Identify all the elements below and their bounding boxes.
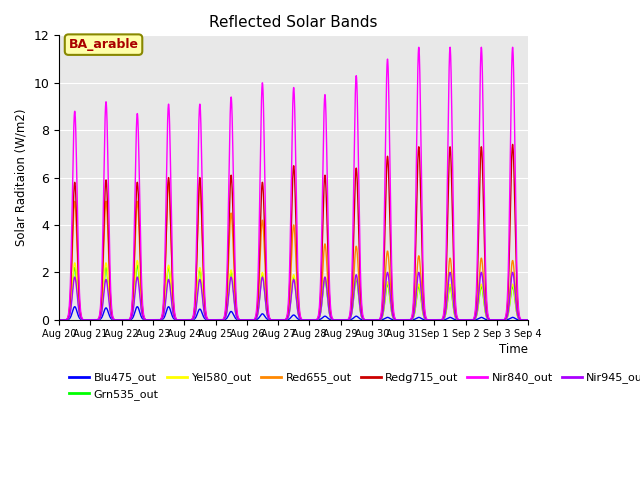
Grn535_out <box>524 317 532 323</box>
Yel580_out <box>133 258 141 264</box>
Redg715_out <box>509 142 516 147</box>
Yel580_out <box>276 317 284 323</box>
Line: Blu475_out: Blu475_out <box>59 307 528 320</box>
Line: Nir840_out: Nir840_out <box>59 47 528 320</box>
Yel580_out <box>372 317 380 323</box>
Grn535_out <box>398 317 406 323</box>
Red655_out <box>372 317 380 323</box>
Redg715_out <box>524 317 531 323</box>
Nir945_out <box>372 317 380 323</box>
Nir840_out <box>372 317 380 323</box>
Yel580_out <box>398 317 406 323</box>
Red655_out <box>276 317 284 323</box>
Redg715_out <box>524 317 532 323</box>
Grn535_out <box>276 317 284 323</box>
Nir945_out <box>398 317 406 323</box>
Red655_out <box>164 180 172 185</box>
Nir945_out <box>524 317 532 323</box>
Red655_out <box>524 317 531 323</box>
Grn535_out <box>372 317 380 323</box>
Nir840_out <box>55 317 63 323</box>
Blu475_out <box>524 317 531 323</box>
Text: BA_arable: BA_arable <box>68 38 138 51</box>
Nir840_out <box>524 317 532 323</box>
Blu475_out <box>140 316 147 322</box>
Redg715_out <box>398 317 406 323</box>
Line: Redg715_out: Redg715_out <box>59 144 528 320</box>
Blu475_out <box>71 304 79 310</box>
Nir840_out <box>276 317 284 323</box>
Redg715_out <box>425 317 433 323</box>
Line: Red655_out: Red655_out <box>59 182 528 320</box>
Yel580_out <box>140 315 147 321</box>
Yel580_out <box>55 317 63 323</box>
Nir840_out <box>425 317 433 323</box>
Nir945_out <box>425 317 433 323</box>
Red655_out <box>55 317 63 323</box>
Redg715_out <box>55 317 63 323</box>
Grn535_out <box>524 317 531 323</box>
Legend: Blu475_out, Grn535_out, Yel580_out, Red655_out, Redg715_out, Nir840_out, Nir945_: Blu475_out, Grn535_out, Yel580_out, Red6… <box>65 368 640 404</box>
Line: Yel580_out: Yel580_out <box>59 261 528 320</box>
Grn535_out <box>55 317 63 323</box>
Red655_out <box>425 317 433 323</box>
Redg715_out <box>140 312 147 318</box>
Grn535_out <box>133 263 141 268</box>
Redg715_out <box>372 317 380 323</box>
Nir945_out <box>383 269 391 275</box>
Grn535_out <box>425 317 433 323</box>
Blu475_out <box>55 317 63 323</box>
Nir840_out <box>524 317 531 323</box>
Yel580_out <box>425 317 433 323</box>
Line: Grn535_out: Grn535_out <box>59 265 528 320</box>
Redg715_out <box>276 317 284 323</box>
Nir840_out <box>140 310 147 316</box>
Blu475_out <box>276 317 284 323</box>
Yel580_out <box>524 317 532 323</box>
Red655_out <box>398 317 406 323</box>
Nir945_out <box>276 317 284 323</box>
Title: Reflected Solar Bands: Reflected Solar Bands <box>209 15 378 30</box>
Line: Nir945_out: Nir945_out <box>59 272 528 320</box>
X-axis label: Time: Time <box>499 343 528 356</box>
Blu475_out <box>398 317 406 323</box>
Blu475_out <box>425 317 433 323</box>
Grn535_out <box>140 315 147 321</box>
Nir945_out <box>55 317 63 323</box>
Red655_out <box>524 317 532 323</box>
Y-axis label: Solar Raditaion (W/m2): Solar Raditaion (W/m2) <box>15 109 28 246</box>
Nir945_out <box>140 315 147 321</box>
Yel580_out <box>524 317 531 323</box>
Blu475_out <box>372 317 380 323</box>
Blu475_out <box>524 317 532 323</box>
Nir840_out <box>398 317 406 323</box>
Nir945_out <box>524 317 531 323</box>
Red655_out <box>140 313 147 319</box>
Nir840_out <box>415 44 422 50</box>
